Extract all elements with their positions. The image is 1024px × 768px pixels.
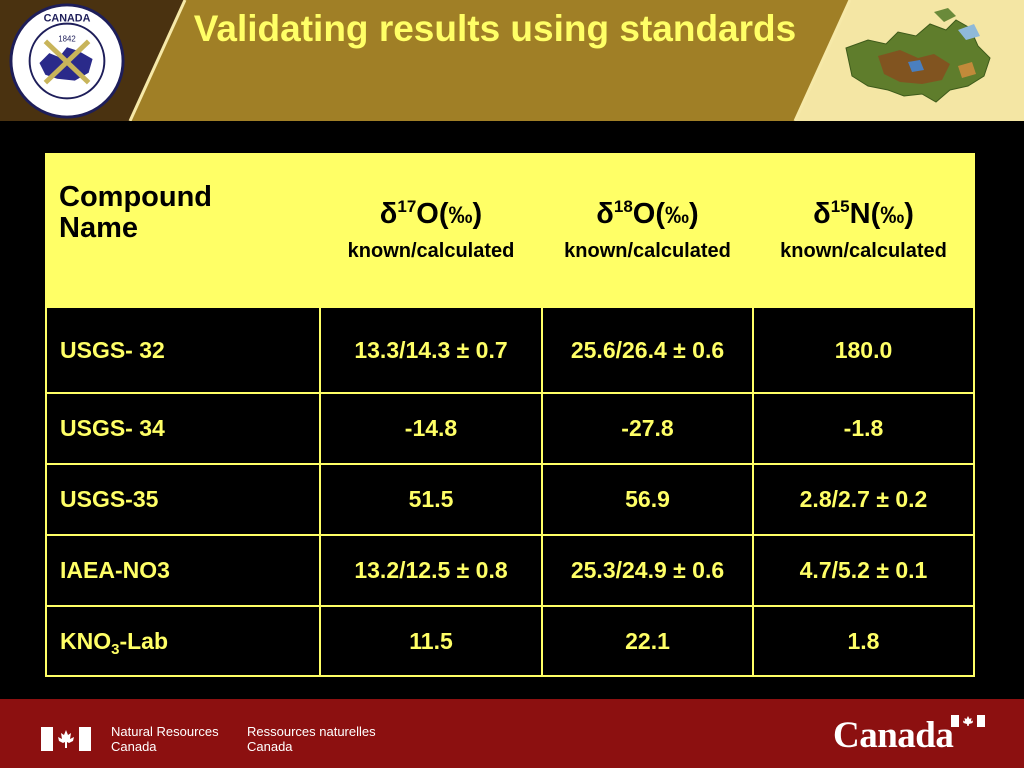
svg-text:CANADA: CANADA: [44, 13, 91, 25]
canada-map-image: [845, 8, 991, 103]
delta-symbol: δ: [379, 198, 398, 230]
paren-close: ): [472, 198, 483, 230]
d17o-cell: 51.5: [319, 463, 543, 536]
slide-footer: Natural Resources Canada Ressources natu…: [0, 699, 1024, 768]
formula-prefix: KNO: [60, 627, 112, 654]
svg-text:1842: 1842: [58, 34, 75, 43]
permil-symbol: ‰: [880, 202, 905, 229]
header-compound-line1: Compound: [59, 181, 213, 213]
header-d18o: δ18O(‰) known/calculated: [541, 153, 754, 308]
compound-name-cell: KNO3-Lab: [45, 605, 321, 677]
d17o-cell: 13.2/12.5 ± 0.8: [319, 534, 543, 607]
paren-open: (: [438, 198, 449, 230]
permil-symbol: ‰: [448, 202, 473, 229]
d18o-cell: 25.3/24.9 ± 0.6: [541, 534, 754, 607]
table-row: KNO3-Lab 11.5 22.1 1.8: [45, 605, 975, 677]
d15n-cell: 2.8/2.7 ± 0.2: [752, 463, 975, 536]
header-sublabel: known/calculated: [347, 240, 515, 262]
table-row: USGS-35 51.5 56.9 2.8/2.7 ± 0.2: [45, 463, 975, 536]
header-d15n: δ15N(‰) known/calculated: [752, 153, 975, 308]
compound-name-cell: USGS- 34: [45, 392, 321, 465]
permil-symbol: ‰: [665, 202, 690, 229]
dept-en-line2: Canada: [111, 739, 157, 754]
header-sublabel: known/calculated: [564, 240, 731, 262]
d17o-cell: 13.3/14.3 ± 0.7: [319, 306, 543, 394]
element-symbol: N: [849, 198, 871, 230]
d18o-cell: 22.1: [541, 605, 754, 677]
header-compound-line2: Name: [59, 212, 138, 244]
mass-number: 15: [830, 197, 850, 216]
paren-close: ): [689, 198, 699, 230]
paren-close: ): [904, 198, 914, 230]
compound-name-cell: USGS- 32: [45, 306, 321, 394]
canada-wordmark: Canada: [833, 715, 954, 756]
standards-table: Compound Name δ17O(‰) known/calculated δ…: [45, 153, 975, 677]
department-name-en: Natural Resources Canada: [111, 724, 219, 754]
table-row: USGS- 32 13.3/14.3 ± 0.7 25.6/26.4 ± 0.6…: [45, 306, 975, 394]
formula-suffix: -Lab: [119, 627, 169, 654]
slide-title: Validating results using standards: [193, 8, 797, 49]
table-header-row: Compound Name δ17O(‰) known/calculated δ…: [45, 153, 975, 308]
d15n-cell: 4.7/5.2 ± 0.1: [752, 534, 975, 607]
department-name-fr: Ressources naturelles Canada: [247, 724, 376, 754]
d15n-cell: -1.8: [752, 392, 975, 465]
header-d17o: δ17O(‰) known/calculated: [319, 153, 543, 308]
delta-symbol: δ: [596, 198, 614, 230]
dept-fr-line1: Ressources naturelles: [247, 724, 376, 739]
compound-name-cell: IAEA-NO3: [45, 534, 321, 607]
dept-fr-line2: Canada: [247, 739, 293, 754]
d17o-cell: -14.8: [319, 392, 543, 465]
gsc-seal-logo: CANADA 1842: [9, 3, 125, 119]
paren-open: (: [655, 198, 666, 230]
element-symbol: O: [632, 198, 656, 230]
d17o-cell: 11.5: [319, 605, 543, 677]
d18o-cell: -27.8: [541, 392, 754, 465]
slide-header: CANADA 1842 Validating results using sta…: [0, 0, 1024, 121]
formula-subscript: 3: [111, 640, 120, 658]
d18o-cell: 25.6/26.4 ± 0.6: [541, 306, 754, 394]
mass-number: 18: [613, 197, 633, 216]
table-row: USGS- 34 -14.8 -27.8 -1.8: [45, 392, 975, 465]
canada-flag-icon: [41, 727, 91, 751]
d18o-cell: 56.9: [541, 463, 754, 536]
wordmark-flag-icon: [951, 715, 985, 727]
element-symbol: O: [416, 198, 439, 230]
dept-en-line1: Natural Resources: [111, 724, 219, 739]
header-compound-name: Compound Name: [45, 153, 321, 308]
standards-table-container: Compound Name δ17O(‰) known/calculated δ…: [45, 153, 975, 677]
table-row: IAEA-NO3 13.2/12.5 ± 0.8 25.3/24.9 ± 0.6…: [45, 534, 975, 607]
paren-open: (: [870, 198, 881, 230]
mass-number: 17: [397, 197, 417, 216]
d15n-cell: 180.0: [752, 306, 975, 394]
delta-symbol: δ: [813, 198, 831, 230]
compound-name-cell: USGS-35: [45, 463, 321, 536]
d15n-cell: 1.8: [752, 605, 975, 677]
header-sublabel: known/calculated: [780, 240, 947, 262]
